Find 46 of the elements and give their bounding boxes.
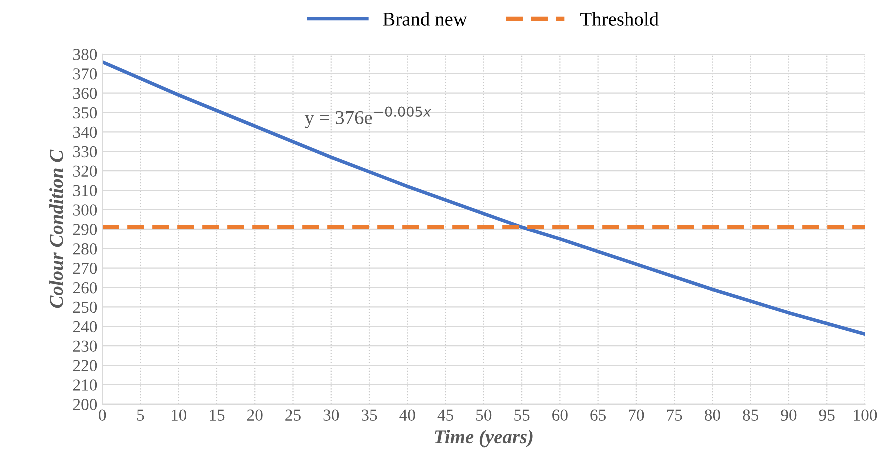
x-tick-label: 65 [590,410,606,422]
x-tick-label: 40 [400,410,416,422]
y-tick-label: 220 [73,360,98,372]
x-tick-label: 0 [99,410,106,422]
x-tick-label: 10 [172,410,187,422]
y-tick-label: 280 [73,244,98,255]
x-tick-label: 70 [629,410,644,422]
y-tick-label: 370 [74,68,98,80]
y-tick-label: 340 [74,126,98,138]
y-tick-label: 210 [73,380,98,391]
x-tick-label: 55 [514,410,530,422]
legend-label: Brand new [383,12,468,26]
x-tick-label: 35 [362,410,378,422]
y-tick-label: 310 [74,185,98,196]
y-tick-label: 320 [74,166,98,178]
x-tick-label: 25 [286,410,301,422]
x-tick-label: 30 [324,410,340,422]
y-tick-label: 290 [73,224,98,236]
x-tick-label: 20 [248,410,263,422]
x-tick-label: 95 [819,410,835,422]
y-tick-label: 380 [74,49,98,60]
y-tick-label: 330 [74,146,98,158]
y-tick-label: 260 [73,282,98,294]
x-tick-label: 100 [854,410,878,422]
x-tick-label: 85 [743,410,759,422]
line-series [102,60,866,336]
legend-label: Threshold [580,12,659,26]
y-axis-title: Colour Condition C [50,150,64,308]
y-tick-label: 300 [74,204,98,216]
x-tick-label: 15 [210,410,225,422]
x-tick-label: 80 [705,410,720,422]
x-axis-title: Time (years) [435,430,533,448]
x-tick-label: 90 [781,410,797,422]
x-tick-label: 60 [552,410,568,422]
annotation: y = 376e$^{−0.005x}$ [304,106,432,128]
y-tick-label: 200 [73,399,98,410]
y-tick-label: 240 [73,321,98,333]
x-tick-label: 75 [667,410,682,422]
y-tick-label: 360 [74,88,98,100]
x-tick-label: 5 [138,410,144,422]
y-tick-label: 270 [73,262,98,274]
x-tick-label: 45 [438,410,454,422]
y-tick-label: 230 [73,340,98,352]
y-tick-label: 250 [73,302,98,314]
x-tick-label: 50 [476,410,492,422]
y-tick-label: 350 [74,107,98,119]
